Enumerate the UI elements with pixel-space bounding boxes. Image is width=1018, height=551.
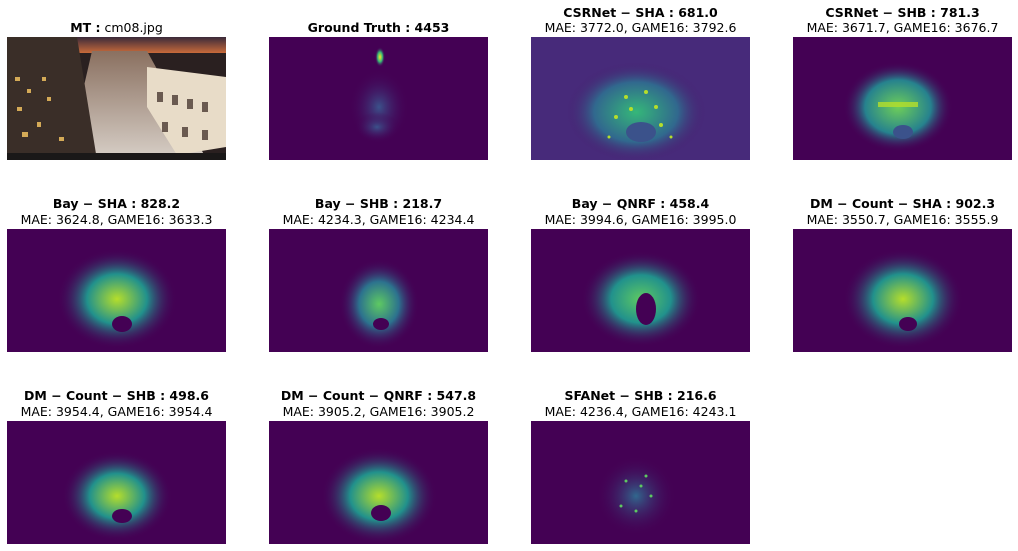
density-map xyxy=(269,421,488,544)
panel-title: Bay − QNRF : 458.4 xyxy=(571,196,710,211)
panel-title: SFANet − SHB : 216.6 xyxy=(564,388,717,403)
panel-title: DM − Count − SHA : 902.3 xyxy=(809,196,996,211)
panel-metrics: MAE: 3954.4, GAME16: 3954.4 xyxy=(20,404,213,419)
panel-title: Bay − SHA : 828.2 xyxy=(52,196,181,211)
panel-title: DM − Count − SHB : 498.6 xyxy=(24,388,209,403)
panel-title: DM − Count − QNRF : 547.8 xyxy=(280,388,477,403)
panel-title: CSRNet − SHB : 781.3 xyxy=(825,5,980,20)
panel-metrics: MAE: 4236.4, GAME16: 4243.1 xyxy=(544,404,737,419)
density-map xyxy=(793,37,1012,160)
density-map xyxy=(269,229,488,352)
density-map xyxy=(7,421,226,544)
density-map xyxy=(531,37,750,160)
panel-title: CSRNet − SHA : 681.0 xyxy=(563,5,718,20)
density-map xyxy=(531,421,750,544)
panel-metrics: MAE: 3624.8, GAME16: 3633.3 xyxy=(20,212,213,227)
panel-metrics: MAE: 3550.7, GAME16: 3555.9 xyxy=(806,212,999,227)
panel-title: Ground Truth : 4453 xyxy=(307,20,450,35)
density-map xyxy=(7,229,226,352)
panel-title: MT : cm08.jpg xyxy=(70,20,163,35)
panel-metrics: MAE: 3905.2, GAME16: 3905.2 xyxy=(282,404,475,419)
panel-metrics: MAE: 3671.7, GAME16: 3676.7 xyxy=(806,20,999,35)
density-map xyxy=(793,229,1012,352)
panel-metrics: MAE: 3994.6, GAME16: 3995.0 xyxy=(544,212,737,227)
density-map xyxy=(269,37,488,160)
panel-title: Bay − SHB : 218.7 xyxy=(314,196,443,211)
crowd-photo xyxy=(7,37,226,160)
density-map xyxy=(531,229,750,352)
panel-metrics: MAE: 3772.0, GAME16: 3792.6 xyxy=(544,20,737,35)
panel-metrics: MAE: 4234.3, GAME16: 4234.4 xyxy=(282,212,475,227)
